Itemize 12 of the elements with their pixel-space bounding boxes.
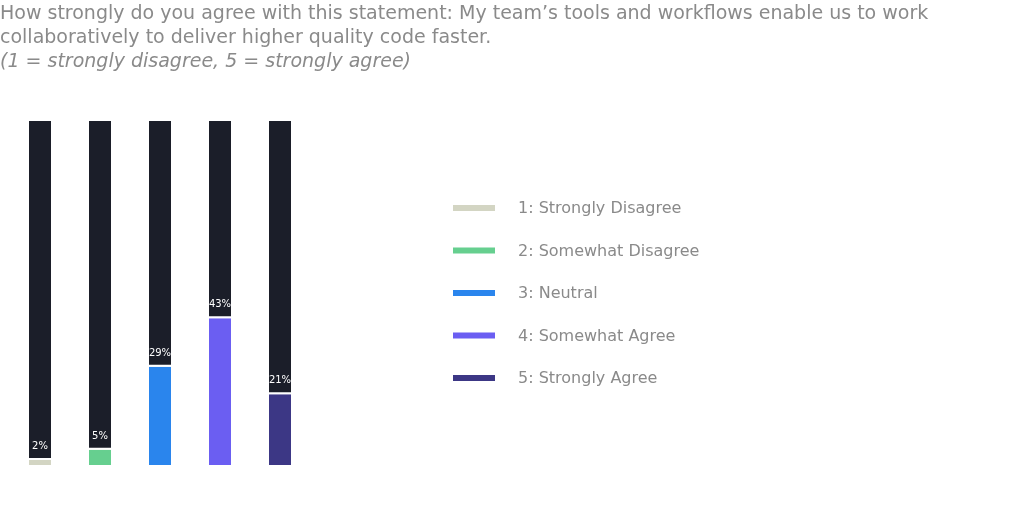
data-label: 5%: [92, 429, 108, 441]
chart-subtitle: (1 = strongly disagree, 5 = strongly agree): [0, 48, 412, 72]
legend-label: 3: Neutral: [518, 283, 598, 302]
text: How strongly do you agree with this statement: My team’s tools and workflows enable us to work collaboratively to deliver higher quality code faster.: [0, 0, 930, 48]
data-label: 2%: [32, 440, 48, 452]
data-label: 43%: [208, 298, 232, 310]
legend-label: 1: Strongly Disagree: [518, 198, 682, 217]
legend-label: 2: Somewhat Disagree: [518, 240, 700, 260]
legend-label: 4: Somewhat Agree: [518, 325, 676, 345]
data-label: 29%: [148, 346, 172, 358]
legend-label: 5: Strongly Agree: [518, 368, 658, 387]
data-label: 21%: [268, 374, 292, 386]
